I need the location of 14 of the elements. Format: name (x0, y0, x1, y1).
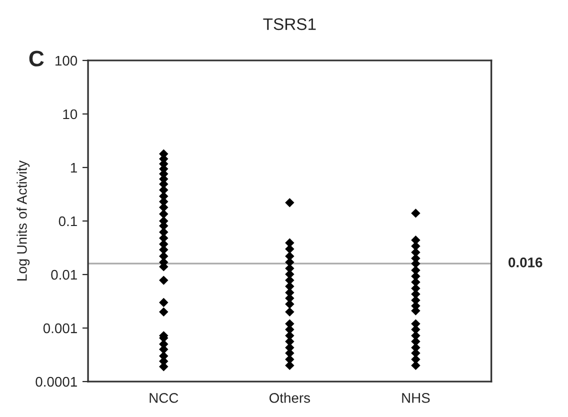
y-tick-label: 0.001 (43, 323, 77, 334)
text: C (29, 50, 44, 66)
y-tick-label: 10 (63, 109, 78, 120)
x-tick-label: NCC (150, 393, 178, 403)
y-tick-label: 0.0001 (36, 376, 77, 387)
y-tick-label: 100 (56, 56, 78, 66)
y-tick-label: 0.1 (58, 216, 77, 226)
x-tick-label: Others (270, 392, 310, 403)
y-axis-title: Log Units of Activity (16, 160, 30, 280)
y-tick-label: 1 (70, 162, 77, 173)
x-tick-label: NHS (402, 393, 430, 403)
y-tick-label: 0.01 (51, 270, 77, 280)
chart-title: TSRS1 (263, 18, 316, 30)
ref-line-label: 0.016 (508, 257, 542, 268)
